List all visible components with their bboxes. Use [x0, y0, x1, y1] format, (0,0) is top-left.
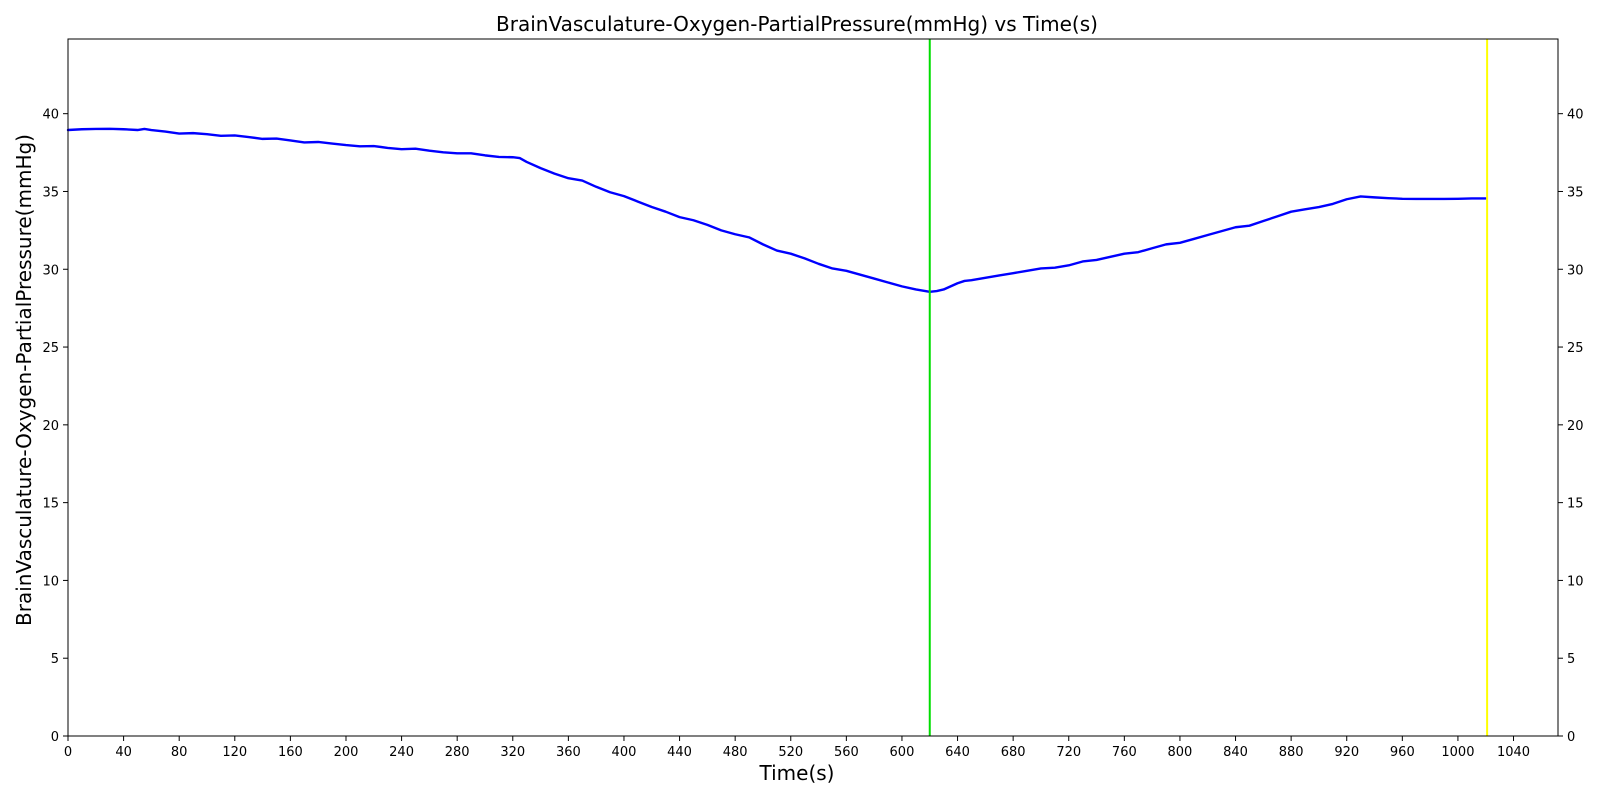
x-tick-label: 160	[278, 745, 303, 760]
x-tick-label: 280	[445, 745, 470, 760]
x-tick-label: 640	[945, 745, 970, 760]
x-axis-label: Time(s)	[759, 761, 835, 785]
x-tick-label: 800	[1168, 745, 1193, 760]
x-tick-label: 1040	[1497, 745, 1530, 760]
x-tick-label: 360	[556, 745, 581, 760]
y-tick-label-right: 5	[1567, 652, 1575, 667]
plot-area	[66, 38, 1559, 737]
y-tick-label-right: 40	[1567, 108, 1584, 123]
x-tick-label: 120	[222, 745, 247, 760]
x-tick-label: 960	[1390, 745, 1415, 760]
y-tick-label-left: 15	[42, 497, 59, 512]
x-tick-label: 720	[1056, 745, 1081, 760]
x-tick-label: 480	[723, 745, 748, 760]
x-tick-label: 920	[1334, 745, 1359, 760]
y-tick-label-left: 5	[51, 652, 59, 667]
x-tick-label: 320	[500, 745, 525, 760]
x-tick-label: 400	[612, 745, 637, 760]
y-axis-label: BrainVasculature-Oxygen-PartialPressure(…	[12, 134, 36, 626]
x-tick-label: 560	[834, 745, 859, 760]
series-line-0	[66, 127, 1487, 294]
y-tick-label-right: 15	[1567, 497, 1584, 512]
y-tick-label-left: 30	[42, 263, 59, 278]
x-tick-label: 880	[1279, 745, 1304, 760]
y-tick-label-left: 35	[42, 185, 59, 200]
y-tick-label-left: 20	[42, 419, 59, 434]
x-tick-label: 760	[1112, 745, 1137, 760]
x-tick-label: 240	[389, 745, 414, 760]
plot-frame	[67, 38, 1559, 737]
x-tick-label: 40	[115, 745, 132, 760]
y-tick-label-left: 0	[51, 730, 59, 745]
chart-title: BrainVasculature-Oxygen-PartialPressure(…	[496, 12, 1098, 36]
y-tick-label-left: 25	[42, 341, 59, 356]
y-tick-label-left: 40	[42, 108, 59, 123]
x-tick-label: 440	[667, 745, 692, 760]
x-tick-label: 200	[334, 745, 359, 760]
y-tick-label-right: 0	[1567, 730, 1575, 745]
x-tick-label: 0	[64, 745, 72, 760]
axis-ticks: 0 40 80 120 160 200 240 280 320 360 400 440 480 520 56…	[42, 108, 1583, 760]
y-tick-label-right: 30	[1567, 263, 1584, 278]
x-tick-label: 520	[778, 745, 803, 760]
y-tick-label-right: 10	[1567, 574, 1584, 589]
y-tick-label-right: 25	[1567, 341, 1584, 356]
x-tick-label: 840	[1223, 745, 1248, 760]
y-tick-label-right: 20	[1567, 419, 1584, 434]
x-tick-label: 600	[890, 745, 915, 760]
x-tick-label: 680	[1001, 745, 1026, 760]
y-tick-label-right: 35	[1567, 185, 1584, 200]
y-tick-label-left: 10	[42, 574, 59, 589]
x-tick-label: 80	[171, 745, 188, 760]
x-tick-label: 1000	[1441, 745, 1474, 760]
